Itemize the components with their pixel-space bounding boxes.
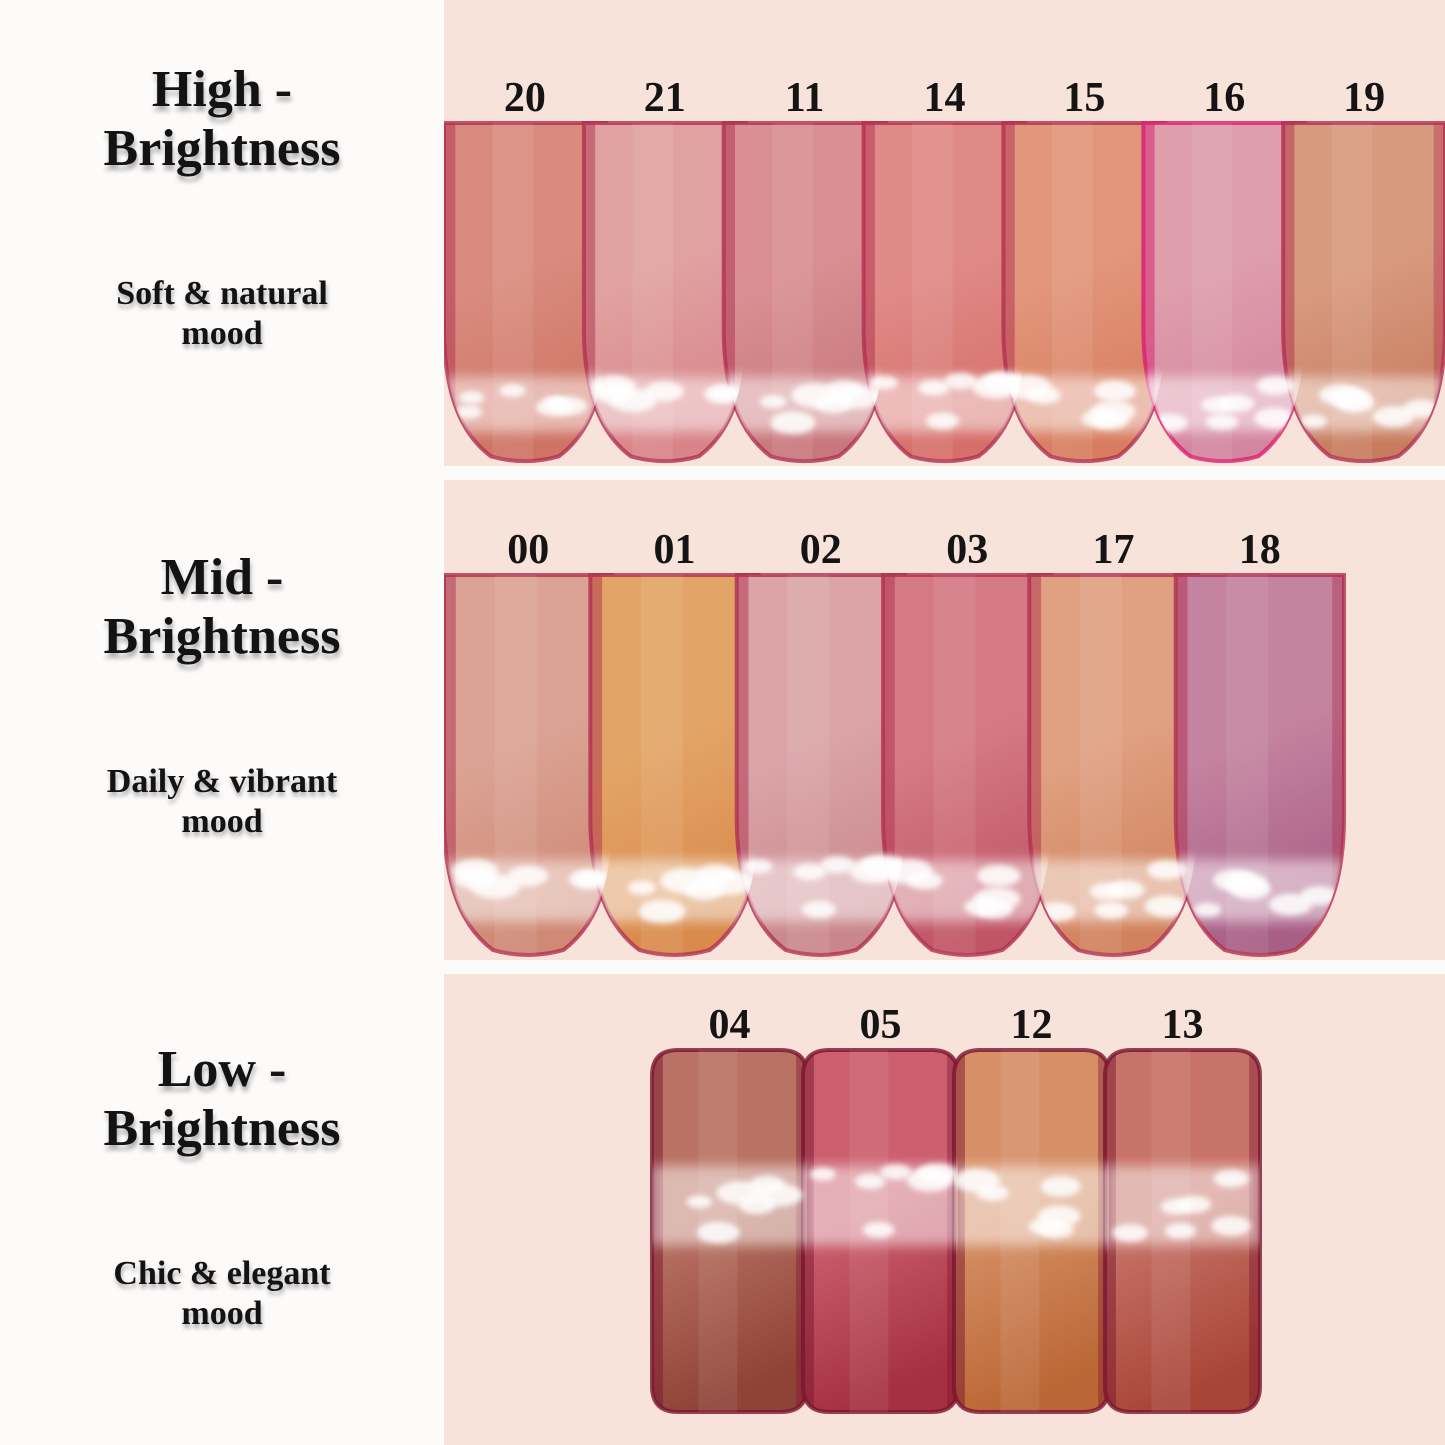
svg-text:14: 14 — [924, 75, 966, 121]
svg-text:04: 04 — [709, 1002, 751, 1048]
svg-text:01: 01 — [654, 527, 696, 573]
svg-text:11: 11 — [785, 75, 825, 121]
svg-text:16: 16 — [1203, 75, 1245, 121]
svg-text:03: 03 — [946, 527, 988, 573]
svg-text:21: 21 — [644, 75, 686, 121]
svg-text:00: 00 — [507, 527, 549, 573]
svg-text:02: 02 — [800, 527, 842, 573]
svg-text:15: 15 — [1063, 75, 1105, 121]
svg-text:05: 05 — [860, 1002, 902, 1048]
svg-text:12: 12 — [1011, 1002, 1053, 1048]
svg-text:19: 19 — [1343, 75, 1385, 121]
svg-text:20: 20 — [504, 75, 546, 121]
svg-text:17: 17 — [1093, 527, 1135, 573]
svg-text:18: 18 — [1239, 527, 1281, 573]
svg-text:13: 13 — [1162, 1002, 1204, 1048]
